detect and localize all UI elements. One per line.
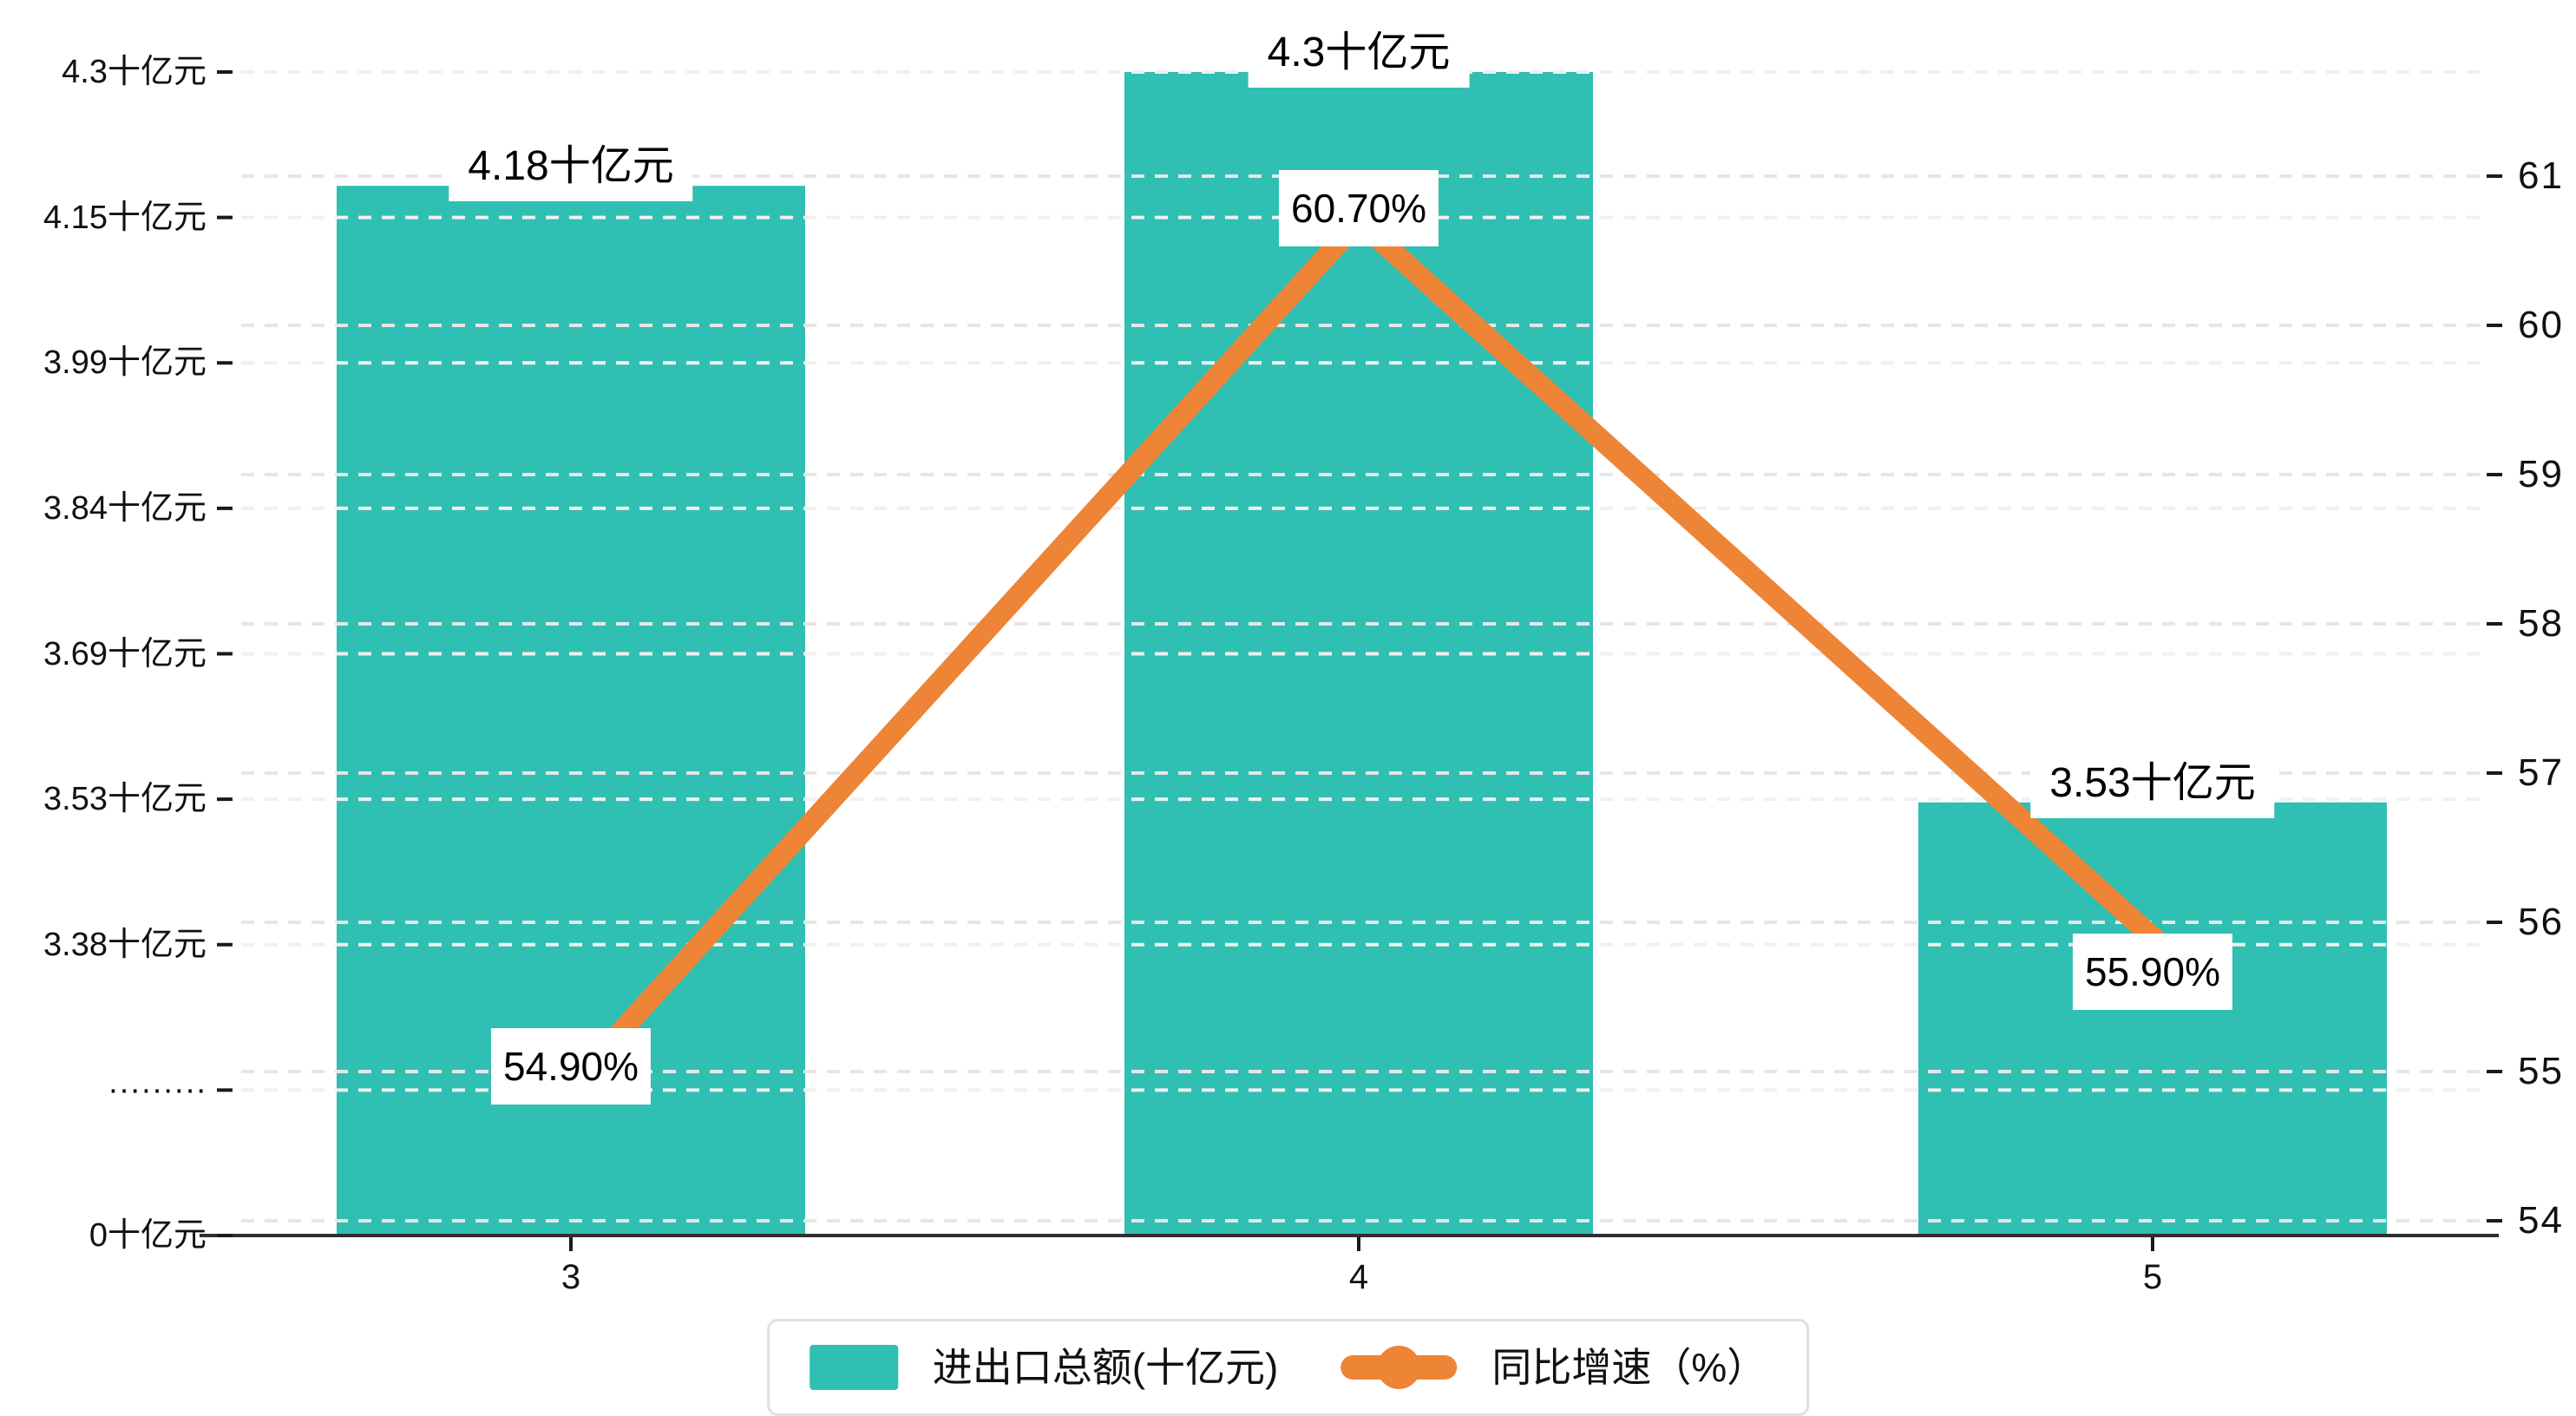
x-axis-label-4: 4 xyxy=(1348,1258,1369,1296)
left-axis-label: 4.15十亿元 xyxy=(43,199,206,236)
x-axis-label-3: 3 xyxy=(560,1258,581,1296)
legend: 进出口总额(十亿元) 同比增速（%） xyxy=(766,1319,1810,1416)
bar-value-label: 4.3十亿元 xyxy=(1248,18,1470,88)
left-axis-label: 0十亿元 xyxy=(88,1217,206,1254)
legend-label-line-series: 同比增速（%） xyxy=(1491,1345,1767,1390)
left-axis-label: 3.38十亿元 xyxy=(43,926,206,963)
legend-item-line-series[interactable]: 同比增速（%） xyxy=(1340,1345,1766,1390)
bar-series-swatch-icon xyxy=(809,1345,898,1390)
left-axis-label: 3.99十亿元 xyxy=(43,344,206,382)
bar-4[interactable] xyxy=(1124,72,1593,1236)
bar-value-label: 4.18十亿元 xyxy=(449,132,693,202)
left-axis-label: 3.84十亿元 xyxy=(43,489,206,527)
right-axis-label: 61 xyxy=(2518,154,2564,197)
line-series-swatch-icon xyxy=(1340,1345,1458,1390)
bar-5[interactable] xyxy=(1918,802,2387,1236)
left-axis-label: 3.69十亿元 xyxy=(43,635,206,672)
bar-value-label: 3.53十亿元 xyxy=(2030,748,2275,818)
right-axis-label: 59 xyxy=(2518,453,2564,495)
left-axis-label: 3.53十亿元 xyxy=(43,781,206,818)
left-axis-label: ········· xyxy=(108,1072,206,1109)
left-axis-label: 4.3十亿元 xyxy=(62,54,206,90)
line-value-label: 54.90% xyxy=(490,1028,652,1105)
legend-item-bar-series[interactable]: 进出口总额(十亿元) xyxy=(809,1345,1279,1390)
right-axis-label: 60 xyxy=(2518,304,2564,346)
legend-label-bar-series: 进出口总额(十亿元) xyxy=(932,1345,1279,1390)
line-value-label: 60.70% xyxy=(1278,169,1439,246)
right-axis-label: 54 xyxy=(2518,1199,2564,1242)
line-value-label: 55.90% xyxy=(2072,934,2233,1011)
right-axis-label: 56 xyxy=(2518,901,2564,943)
right-axis-label: 57 xyxy=(2518,751,2564,794)
line-swatch-dot-icon xyxy=(1377,1346,1421,1389)
right-axis-label: 58 xyxy=(2518,602,2564,645)
x-axis-label-5: 5 xyxy=(2142,1258,2163,1296)
right-axis-label: 55 xyxy=(2518,1050,2564,1092)
